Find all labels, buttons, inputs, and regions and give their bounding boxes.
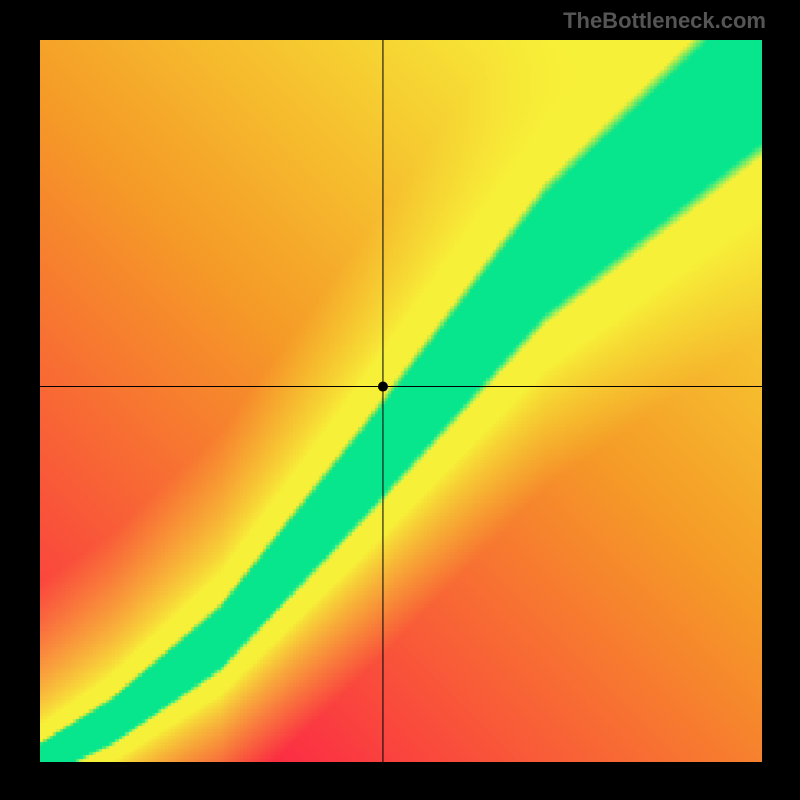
chart-container: TheBottleneck.com: [0, 0, 800, 800]
bottleneck-heatmap: [40, 40, 762, 762]
watermark-text: TheBottleneck.com: [563, 8, 766, 34]
